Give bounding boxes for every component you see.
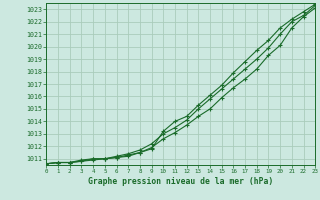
X-axis label: Graphe pression niveau de la mer (hPa): Graphe pression niveau de la mer (hPa) (88, 177, 273, 186)
